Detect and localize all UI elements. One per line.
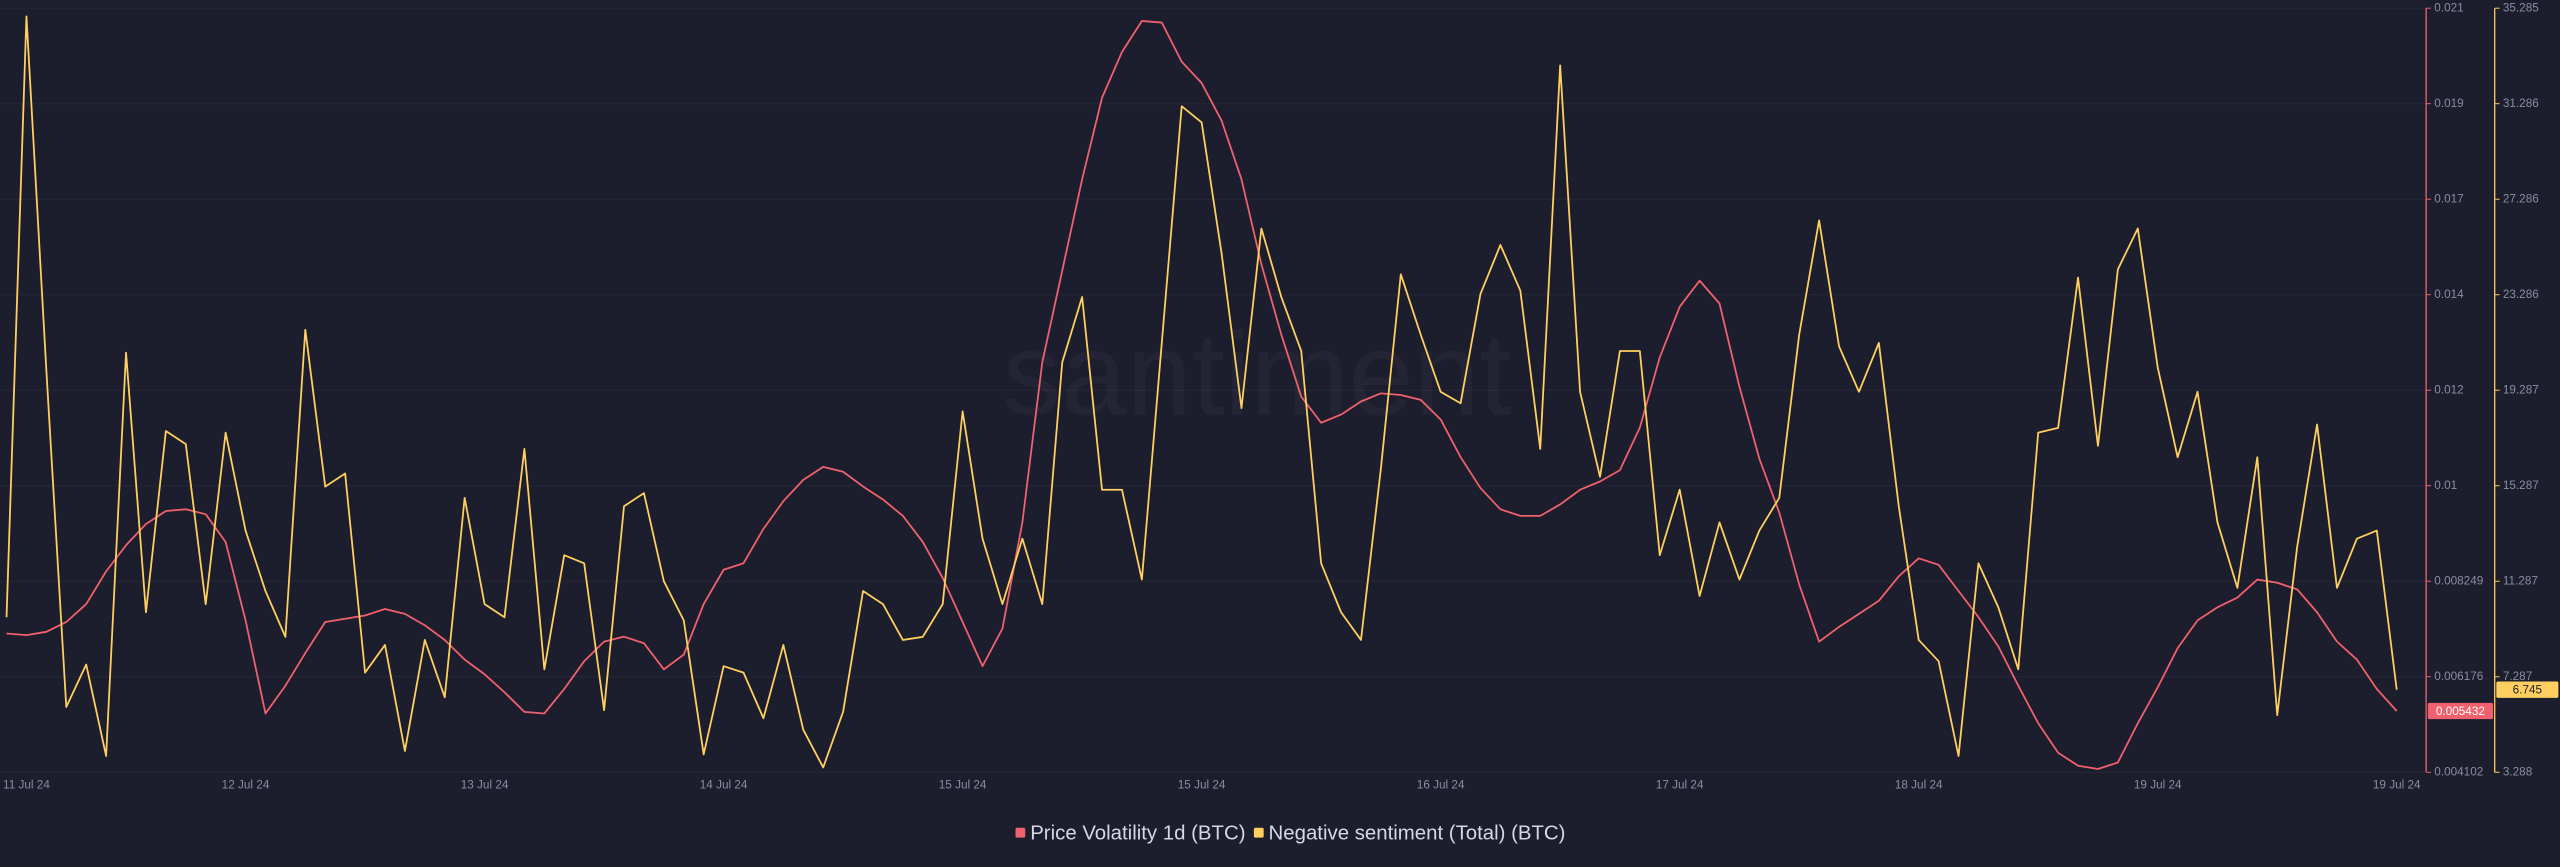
y-tick-label: 0.021 (2434, 1, 2463, 14)
y2-tick-label: 31.286 (2503, 97, 2539, 110)
y-tick-label: 0.01 (2434, 479, 2457, 492)
x-tick-label: 15 Jul 24 (939, 778, 987, 791)
x-tick-label: 19 Jul 24 (2373, 778, 2421, 791)
x-tick-label: 12 Jul 24 (222, 778, 270, 791)
y2-tick-label: 11.287 (2503, 574, 2538, 587)
legend-swatch (1253, 827, 1264, 838)
legend-label: Price Volatility 1d (BTC) (1030, 823, 1245, 845)
x-tick-label: 13 Jul 24 (461, 778, 509, 791)
value-tag (2427, 702, 2494, 720)
y2-tick-label: 3.288 (2503, 765, 2533, 778)
series-line (6, 20, 2398, 770)
value-tag (2496, 681, 2559, 698)
y-tick-label: 0.006176 (2434, 670, 2483, 683)
y2-tick-label: 19.287 (2503, 383, 2539, 396)
watermark: santiment (1002, 309, 1512, 440)
y2-tick-label: 7.287 (2503, 670, 2532, 683)
x-tick-label: 11 Jul 24 (3, 778, 50, 791)
y-tick-label: 0.004102 (2434, 765, 2483, 778)
y2-tick-label: 23.286 (2503, 288, 2539, 301)
series-line (5, 15, 2398, 769)
legend-label: Negative sentiment (Total) (BTC) (1269, 823, 1566, 845)
y2-tick-label: 15.287 (2503, 479, 2539, 492)
value-tag-label: 6.745 (2513, 684, 2543, 697)
y2-tick-label: 35.285 (2503, 1, 2539, 14)
x-tick-label: 18 Jul 24 (1895, 778, 1943, 791)
legend-swatch (1015, 827, 1026, 838)
y-tick-label: 0.017 (2434, 192, 2463, 205)
x-tick-label: 19 Jul 24 (2134, 778, 2182, 791)
y-tick-label: 0.008249 (2434, 574, 2483, 587)
y-tick-label: 0.014 (2434, 288, 2464, 301)
value-tag-label: 0.005432 (2436, 705, 2485, 718)
x-tick-label: 14 Jul 24 (700, 778, 748, 791)
y-tick-label: 0.012 (2434, 383, 2463, 396)
x-tick-label: 15 Jul 24 (1178, 778, 1226, 791)
x-tick-label: 17 Jul 24 (1656, 778, 1704, 791)
y2-tick-label: 27.286 (2503, 192, 2539, 205)
y-tick-label: 0.019 (2434, 97, 2463, 110)
x-tick-label: 16 Jul 24 (1417, 778, 1465, 791)
